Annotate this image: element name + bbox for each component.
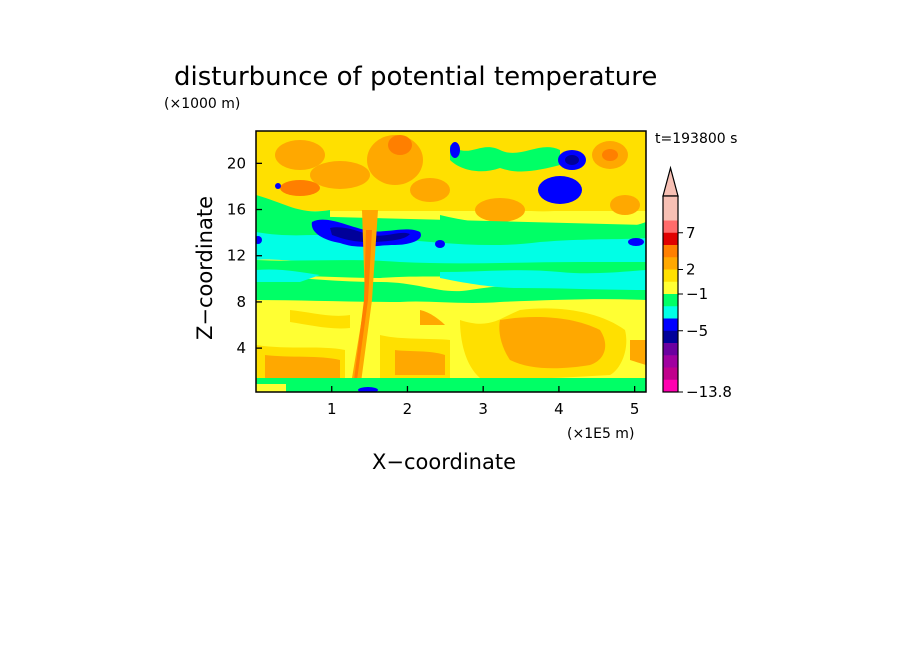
colorbar-extend-arrow: [662, 165, 679, 197]
plot-frame: [255, 130, 647, 393]
colorbar-swatch: [663, 330, 678, 344]
colorbar-swatch: [663, 257, 678, 270]
colorbar-swatch: [663, 306, 678, 319]
colorbar-swatch: [663, 220, 678, 234]
colorbar-swatch: [663, 379, 678, 393]
colorbar-label: 7: [686, 224, 696, 242]
colorbar-label: −1: [686, 285, 708, 303]
x-tick-label: 2: [403, 400, 413, 418]
colorbar-label: −13.8: [686, 383, 732, 401]
y-tick-label: 12: [227, 247, 246, 265]
colorbar-swatch: [663, 245, 678, 258]
x-tick-label: 5: [630, 400, 640, 418]
y-tick-label: 8: [236, 293, 246, 311]
colorbar-swatch: [663, 343, 678, 356]
colorbar-swatch: [663, 281, 678, 295]
time-label: t=193800 s: [655, 131, 737, 147]
colorbar: 7 2 −1 −5 −13.8: [662, 165, 732, 401]
x-tick-label: 3: [478, 400, 488, 418]
y-unit-label: (×1000 m): [164, 96, 240, 112]
colorbar-swatch: [663, 355, 678, 368]
x-axis-label: X−coordinate: [372, 450, 516, 474]
y-tick-label: 4: [236, 339, 246, 357]
x-tick-label: 4: [554, 400, 564, 418]
y-axis-label: Z−coordinate: [193, 196, 217, 340]
colorbar-swatch: [663, 367, 678, 381]
y-axis-ticks: 4 8 12 16 20: [227, 154, 262, 357]
colorbar-swatch: [663, 232, 678, 246]
x-axis-ticks: 1 2 3 4 5: [327, 386, 639, 418]
x-unit-label: (×1E5 m): [567, 426, 634, 442]
colorbar-swatch: [663, 208, 678, 221]
colorbar-label: 2: [686, 261, 696, 279]
x-tick-label: 1: [327, 400, 337, 418]
colorbar-swatch: [663, 318, 678, 332]
colorbar-swatch: [663, 269, 678, 283]
y-tick-label: 20: [227, 154, 246, 172]
y-tick-label: 16: [227, 201, 246, 219]
colorbar-swatch: [663, 196, 678, 209]
chart-title: disturbunce of potential temperature: [174, 62, 657, 92]
colorbar-label: −5: [686, 322, 708, 340]
contour-field: [256, 131, 646, 392]
colorbar-swatch: [663, 294, 678, 307]
